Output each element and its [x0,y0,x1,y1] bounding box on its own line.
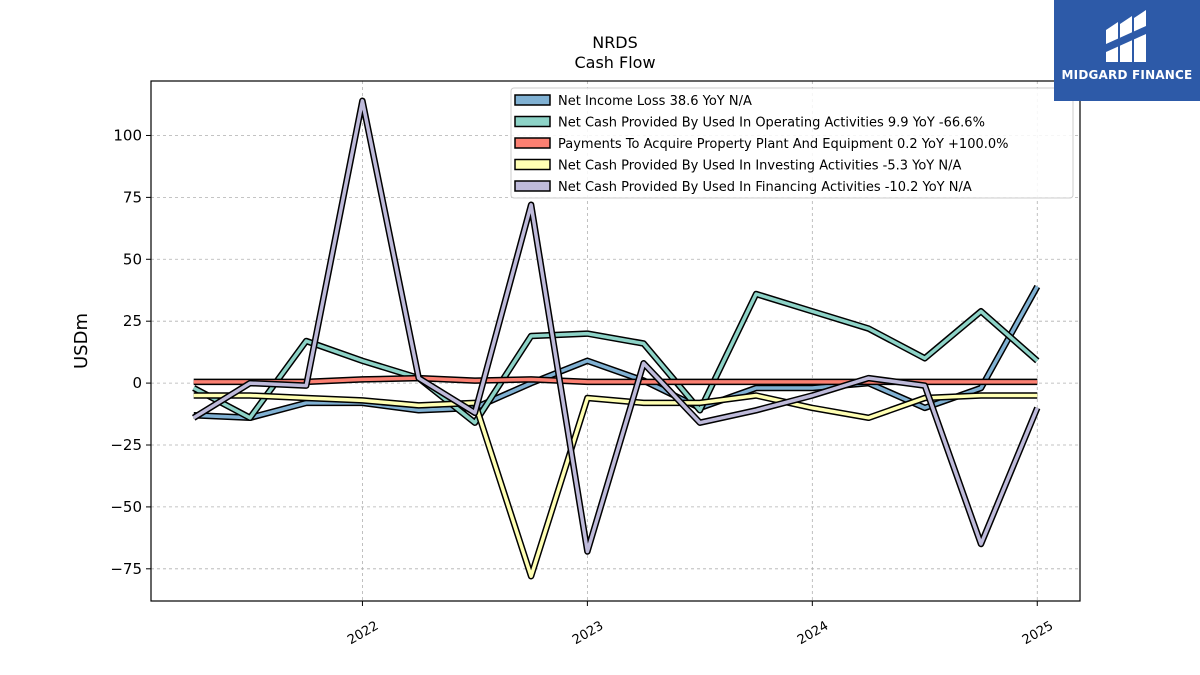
x-tick-label: 2025 [1020,619,1056,649]
x-tick-label: 2022 [345,619,381,649]
plot-area-frame [150,80,1081,602]
legend-label: Net Income Loss 38.6 YoY N/A [558,94,752,109]
x-tick-label: 2024 [795,619,831,649]
legend-swatch [514,115,551,128]
series-line [193,285,1039,420]
chart-title: NRDS [592,33,638,52]
y-tick-label: 25 [123,312,142,330]
legend-swatch [514,180,551,192]
x-tick-label: 2023 [570,619,606,649]
y-tick-label: 50 [123,250,142,268]
legend-label: Net Cash Provided By Used In Operating A… [558,116,985,131]
series-2 [192,290,1040,426]
series-line-outline [193,392,1038,580]
y-tick-label: 0 [132,374,142,392]
series-line [192,99,1039,554]
legend-item: Net Cash Provided By Used In Operating A… [514,115,985,131]
legend-label: Payments To Acquire Property Plant And E… [558,137,1009,152]
legend-item: Net Cash Provided By Used In Financing A… [514,180,972,195]
series-1 [193,284,1041,422]
legend-box [510,87,1074,199]
series-line [193,393,1038,578]
legend-item: Net Cash Provided By Used In Investing A… [514,158,961,174]
midgard-finance-logo: MIDGARD FINANCE [1054,0,1200,101]
y-tick-label: −25 [110,436,142,454]
legend-swatch [514,158,551,171]
logo-text: MIDGARD FINANCE [1061,68,1193,82]
y-tick-label: 100 [113,126,142,144]
legend-item: Net Income Loss 38.6 YoY N/A [514,94,752,109]
y-tick-label: 75 [123,188,142,206]
legend-label: Net Cash Provided By Used In Investing A… [558,159,961,174]
y-tick-label: −75 [110,560,142,578]
legend-label: Net Cash Provided By Used In Financing A… [558,180,972,195]
series-4 [193,392,1038,580]
y-tick-label: −50 [110,498,142,516]
series-5 [191,97,1041,555]
legend: Net Income Loss 38.6 YoY N/A Net Cash Pro… [510,87,1074,199]
series-lines [191,97,1041,580]
legend-swatch [514,137,551,149]
chart-subtitle: Cash Flow [574,53,655,72]
series-line [192,292,1039,425]
midgard-logo-icon [1106,10,1146,62]
legend-item: Payments To Acquire Property Plant And E… [514,137,1009,152]
legend-swatch [514,94,551,106]
y-axis-label: USDm [71,313,92,369]
